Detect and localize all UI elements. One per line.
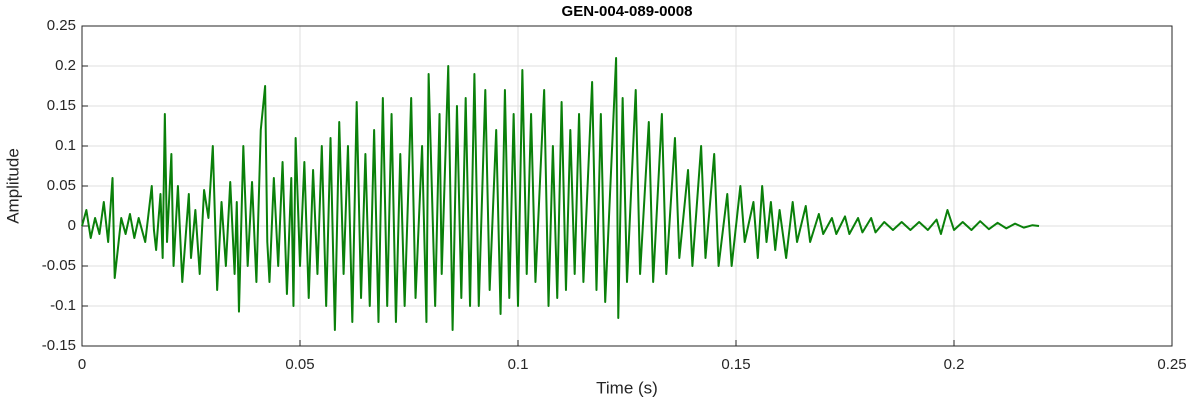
x-tick-label: 0.1 bbox=[508, 356, 529, 373]
x-tick-label: 0.25 bbox=[1157, 356, 1186, 373]
y-tick-label: -0.15 bbox=[42, 337, 76, 354]
y-tick-label: 0.1 bbox=[55, 137, 76, 154]
y-tick-label: 0.25 bbox=[47, 17, 76, 34]
chart-title: GEN-004-089-0008 bbox=[562, 3, 693, 20]
y-tick-label: 0.15 bbox=[47, 97, 76, 114]
x-tick-label: 0 bbox=[78, 356, 86, 373]
signal-line bbox=[81, 57, 1040, 331]
y-tick-label: 0.2 bbox=[55, 57, 76, 74]
x-tick-label: 0.15 bbox=[721, 356, 750, 373]
axes-box bbox=[81, 25, 1173, 347]
x-tick-label: 0.05 bbox=[285, 356, 314, 373]
y-tick-label: 0 bbox=[68, 217, 76, 234]
y-axis-label: Amplitude bbox=[3, 148, 22, 224]
y-tick-label: 0.05 bbox=[47, 177, 76, 194]
y-tick-label: -0.05 bbox=[42, 257, 76, 274]
x-axis-label: Time (s) bbox=[596, 378, 658, 397]
x-tick-label: 0.2 bbox=[944, 356, 965, 373]
y-tick-label: -0.1 bbox=[50, 297, 76, 314]
